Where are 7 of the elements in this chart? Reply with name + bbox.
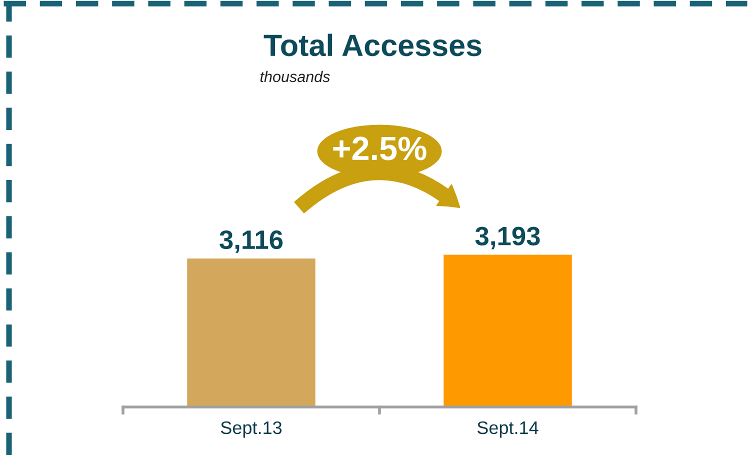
chart-title: Total Accesses: [264, 34, 482, 56]
data-label: 3,193: [475, 226, 540, 250]
x-tick-label: Sept.14: [477, 421, 538, 438]
data-label: 3,116: [220, 230, 283, 253]
text: +2.5%: [333, 136, 426, 160]
x-tick-label: Sept.13: [220, 421, 282, 438]
chart-subtitle: thousands: [260, 70, 330, 82]
